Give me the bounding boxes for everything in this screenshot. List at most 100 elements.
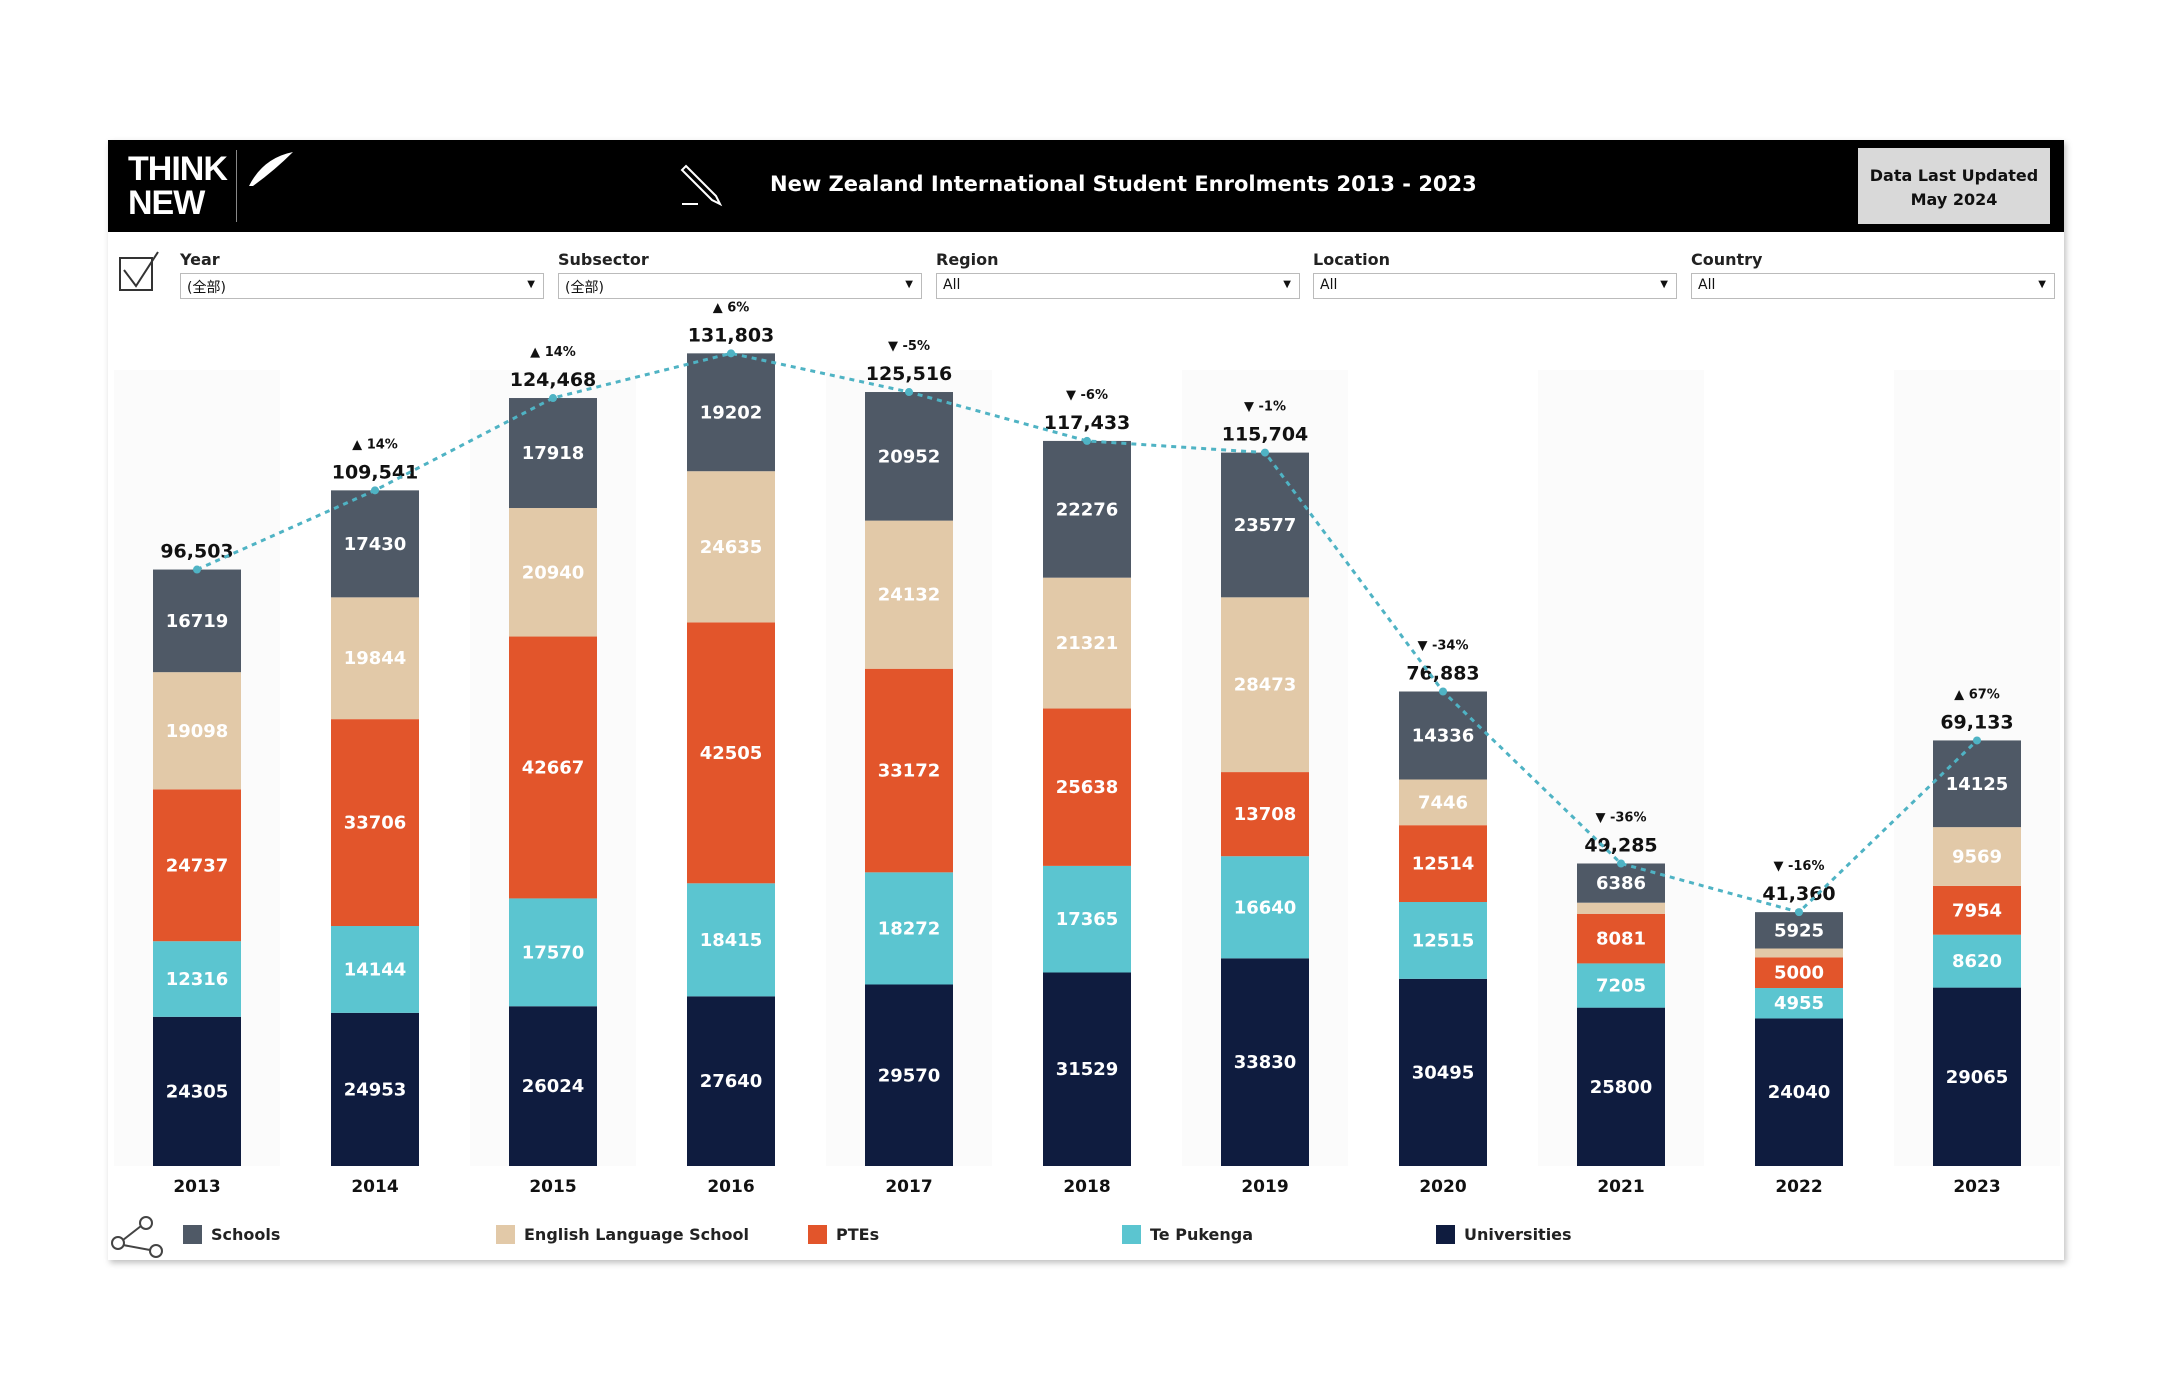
bar-segment-universities (331, 1012, 419, 1166)
segment-label: 28473 (1234, 675, 1297, 696)
segment-label: 17365 (1056, 909, 1119, 930)
total-label: 41,360 (1762, 883, 1835, 905)
bar-segment-te-pukenga (1755, 988, 1843, 1019)
bar-segment-schools (1577, 863, 1665, 903)
x-tick-label: 2020 (1419, 1177, 1466, 1197)
filter-dropdown[interactable]: All ▼ (1691, 273, 2055, 299)
total-label: 96,503 (160, 541, 233, 563)
legend-swatch (1436, 1225, 1455, 1244)
segment-label: 8620 (1952, 951, 2002, 972)
bar-segment-schools (1933, 740, 2021, 828)
segment-label: 8081 (1596, 929, 1646, 950)
change-label: ▲ 14% (352, 437, 398, 452)
bar-segment-english-language-school (1221, 597, 1309, 773)
segment-label: 14336 (1412, 725, 1475, 746)
segment-label: 18272 (878, 918, 941, 939)
filter-subsector: Subsector (全部) ▼ (558, 250, 922, 299)
filter-value: (全部) (565, 280, 604, 296)
legend-item[interactable]: Universities (1436, 1225, 1572, 1244)
bar-segment-te-pukenga (687, 883, 775, 997)
segment-label: 9569 (1952, 847, 2002, 868)
bar-segment-schools (687, 353, 775, 472)
segment-label: 33172 (878, 761, 941, 782)
bar-segment-schools (1043, 440, 1131, 578)
segment-label: 14144 (344, 959, 407, 980)
total-label: 69,133 (1940, 711, 2013, 733)
legend-item[interactable]: Schools (183, 1225, 280, 1244)
filter-dropdown[interactable]: All ▼ (1313, 273, 1677, 299)
segment-label: 20940 (522, 562, 585, 583)
filter-label: Year (180, 250, 220, 269)
legend-label: PTEs (836, 1225, 880, 1244)
legend-item[interactable]: Te Pukenga (1122, 1225, 1253, 1244)
bar-segment-universities (687, 996, 775, 1166)
chevron-down-icon: ▼ (2038, 279, 2046, 290)
segment-label: 22276 (1056, 499, 1119, 520)
segment-label: 16719 (166, 611, 229, 632)
filter-label: Subsector (558, 250, 649, 269)
segment-label: 19202 (700, 402, 763, 423)
trend-point (1439, 687, 1447, 696)
segment-label: 17918 (522, 443, 585, 464)
change-label: ▼ -1% (1244, 400, 1286, 415)
segment-label: 19098 (166, 721, 229, 742)
segment-label: 24635 (700, 537, 763, 558)
segment-label: 24305 (166, 1081, 229, 1102)
bar-segment-te-pukenga (865, 872, 953, 985)
bar-segment-english-language-school (1933, 827, 2021, 886)
filter-dropdown[interactable]: All ▼ (936, 273, 1300, 299)
segment-label: 13708 (1234, 804, 1297, 825)
filter-value: All (1698, 277, 1716, 293)
segment-label: 33830 (1234, 1052, 1297, 1073)
change-label: ▼ -34% (1417, 638, 1468, 653)
bar-segment-universities (153, 1016, 241, 1166)
segment-label: 5925 (1774, 920, 1824, 941)
network-icon (110, 1215, 164, 1263)
segment-label: 17570 (522, 942, 585, 963)
segment-label: 21321 (1056, 633, 1119, 654)
legend-label: Universities (1464, 1225, 1572, 1244)
segment-label: 6386 (1596, 873, 1646, 894)
bar-segment-schools (865, 392, 953, 521)
x-tick-label: 2016 (707, 1177, 754, 1197)
bar-segment-ptes (509, 636, 597, 899)
segment-label: 16640 (1234, 897, 1297, 918)
total-label: 125,516 (866, 363, 953, 385)
trend-point (1261, 448, 1269, 457)
filter-dropdown[interactable]: (全部) ▼ (180, 273, 544, 299)
segment-label: 24132 (878, 585, 941, 606)
legend-swatch (808, 1225, 827, 1244)
legend-item[interactable]: PTEs (808, 1225, 879, 1244)
legend-swatch (1122, 1225, 1141, 1244)
segment-label: 42667 (522, 757, 585, 778)
trend-point (193, 565, 201, 574)
x-tick-label: 2014 (351, 1177, 398, 1197)
chevron-down-icon: ▼ (1660, 279, 1668, 290)
trend-point (1083, 436, 1091, 445)
segment-label: 4955 (1774, 993, 1824, 1014)
change-label: ▲ 6% (713, 300, 750, 315)
page-title: New Zealand International Student Enrolm… (770, 172, 1477, 196)
x-tick-label: 2015 (529, 1177, 576, 1197)
trend-line (196, 351, 1979, 914)
x-tick-label: 2013 (173, 1177, 220, 1197)
bar-segment-universities (865, 984, 953, 1166)
bar-segment-english-language-school (331, 597, 419, 720)
filter-dropdown[interactable]: (全部) ▼ (558, 273, 922, 299)
total-label: 117,433 (1044, 412, 1131, 434)
trend-point (371, 486, 379, 495)
change-label: ▲ 67% (1954, 687, 2000, 702)
updated-label: Data Last Updated (1869, 166, 2039, 185)
bar-segment-universities (1933, 987, 2021, 1166)
bar-segment-universities (1221, 958, 1309, 1166)
segment-label: 17430 (344, 534, 407, 555)
change-label: ▼ -36% (1595, 810, 1646, 825)
segment-label: 31529 (1056, 1059, 1119, 1080)
chevron-down-icon: ▼ (527, 279, 535, 290)
bar-segment-ptes (687, 622, 775, 884)
bar-segment-english-language-school (1043, 577, 1131, 709)
chevron-down-icon: ▼ (905, 279, 913, 290)
total-label: 131,803 (688, 324, 775, 346)
legend-label: English Language School (524, 1225, 749, 1244)
legend-item[interactable]: English Language School (496, 1225, 749, 1244)
